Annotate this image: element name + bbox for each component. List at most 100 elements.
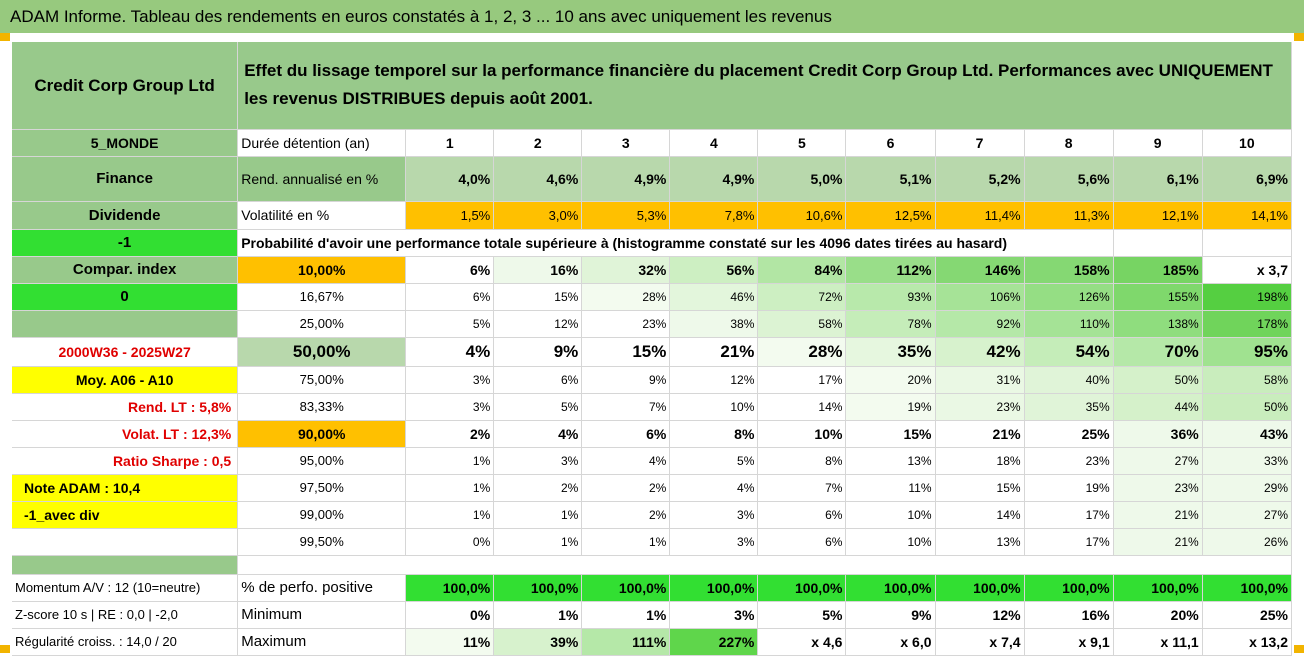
probability-value-cell: 198%: [1202, 283, 1293, 311]
rend-value-cell: 6,9%: [1202, 156, 1293, 202]
probability-value-cell: 28%: [757, 337, 847, 367]
perfo_positive-cell: 100,0%: [405, 573, 495, 602]
spacer-cell: [12, 555, 239, 575]
probability-value-cell: 1%: [405, 501, 495, 529]
probability-value-cell: 155%: [1113, 283, 1203, 311]
probability-value-cell: 84%: [757, 256, 847, 284]
probability-value-cell: 17%: [1024, 501, 1114, 529]
volat-value-cell: 1,5%: [405, 201, 495, 230]
probability-value-cell: 8%: [757, 447, 847, 475]
probability-value-cell: 36%: [1113, 420, 1203, 448]
probability-value-cell: 35%: [1024, 393, 1114, 421]
rend-value-cell: 4,0%: [405, 156, 495, 202]
empty-cell: [1113, 229, 1203, 257]
rend-value-cell: 5,1%: [845, 156, 936, 202]
maximum-cell: 227%: [669, 627, 759, 656]
probability-value-cell: 54%: [1024, 337, 1114, 367]
regularite-cell: Régularité croiss. : 14,0 / 20: [12, 627, 239, 656]
volat-value-cell: 7,8%: [669, 201, 759, 230]
corner-mark-top-left: [0, 33, 10, 41]
probability-value-cell: 50%: [1113, 366, 1203, 394]
dividend-cell: Dividende: [12, 201, 239, 230]
probability-value-cell: 9%: [581, 366, 671, 394]
probability-value-cell: 3%: [669, 501, 759, 529]
probability-value-cell: 38%: [669, 310, 759, 338]
threshold-cell: 16,67%: [237, 283, 407, 311]
spacer-cell: [237, 555, 1292, 575]
probability-value-cell: 12%: [493, 310, 583, 338]
probability-value-cell: 4%: [493, 420, 583, 448]
year-header-cell: 10: [1202, 129, 1293, 157]
probability-value-cell: 31%: [935, 366, 1025, 394]
year-header-cell: 4: [669, 129, 759, 157]
rend-lt-cell: Rend. LT : 5,8%: [12, 393, 239, 421]
volat-value-cell: 14,1%: [1202, 201, 1293, 230]
probability-value-cell: 32%: [581, 256, 671, 284]
probability-value-cell: 4%: [405, 337, 495, 367]
volat-value-cell: 11,3%: [1024, 201, 1114, 230]
probability-value-cell: 50%: [1202, 393, 1293, 421]
probability-value-cell: 15%: [581, 337, 671, 367]
probability-value-cell: 43%: [1202, 420, 1293, 448]
probability-value-cell: 5%: [405, 310, 495, 338]
threshold-cell: 50,00%: [237, 337, 407, 367]
maximum-cell: x 7,4: [935, 627, 1025, 656]
probability-value-cell: 9%: [493, 337, 583, 367]
avec-div-cell: -1_avec div: [12, 501, 239, 529]
probability-value-cell: 6%: [757, 501, 847, 529]
report-title: ADAM Informe. Tableau des rendements en …: [10, 7, 832, 26]
probability-value-cell: 28%: [581, 283, 671, 311]
report-title-banner: ADAM Informe. Tableau des rendements en …: [0, 0, 1304, 33]
probability-value-cell: 158%: [1024, 256, 1114, 284]
probability-value-cell: 93%: [845, 283, 936, 311]
note-adam-cell: Note ADAM : 10,4: [12, 474, 239, 502]
probability-value-cell: 23%: [1024, 447, 1114, 475]
minimum-cell: 20%: [1113, 600, 1203, 629]
volat-value-cell: 12,5%: [845, 201, 936, 230]
probability-value-cell: x 3,7: [1202, 256, 1293, 284]
probability-value-cell: 21%: [669, 337, 759, 367]
flag-cell: -1: [12, 229, 239, 257]
probability-value-cell: 21%: [935, 420, 1025, 448]
probability-value-cell: 13%: [935, 528, 1025, 556]
probability-value-cell: 10%: [845, 501, 936, 529]
probability-value-cell: 3%: [493, 447, 583, 475]
probability-value-cell: 29%: [1202, 474, 1293, 502]
probability-value-cell: 2%: [405, 420, 495, 448]
maximum-cell: x 4,6: [757, 627, 847, 656]
maximum-cell: x 6,0: [845, 627, 936, 656]
minimum-cell: 16%: [1024, 600, 1114, 629]
probability-value-cell: 10%: [757, 420, 847, 448]
probability-value-cell: 8%: [669, 420, 759, 448]
probability-value-cell: 56%: [669, 256, 759, 284]
probability-value-cell: 23%: [935, 393, 1025, 421]
volat-label: Volatilité en %: [237, 201, 407, 230]
probability-value-cell: 126%: [1024, 283, 1114, 311]
threshold-cell: 90,00%: [237, 420, 407, 448]
probability-value-cell: 40%: [1024, 366, 1114, 394]
perfo_positive-cell: 100,0%: [669, 573, 759, 602]
maximum-cell: x 13,2: [1202, 627, 1293, 656]
corner-mark-top-right: [1294, 33, 1304, 41]
probability-value-cell: 14%: [935, 501, 1025, 529]
threshold-cell: 25,00%: [237, 310, 407, 338]
rend-value-cell: 4,9%: [581, 156, 671, 202]
probability-value-cell: 185%: [1113, 256, 1203, 284]
probability-value-cell: 10%: [845, 528, 936, 556]
maximum-cell: x 9,1: [1024, 627, 1114, 656]
volat-value-cell: 12,1%: [1113, 201, 1203, 230]
year-header-cell: 6: [845, 129, 936, 157]
probability-value-cell: 6%: [581, 420, 671, 448]
perfo_positive-cell: 100,0%: [845, 573, 936, 602]
year-header-cell: 2: [493, 129, 583, 157]
year-header-cell: 1: [405, 129, 495, 157]
probability-value-cell: 1%: [493, 501, 583, 529]
probability-value-cell: 25%: [1024, 420, 1114, 448]
year-header-cell: 3: [581, 129, 671, 157]
perfo_positive-cell: 100,0%: [935, 573, 1025, 602]
corner-mark-bottom-left: [0, 645, 10, 653]
threshold-cell: 99,50%: [237, 528, 407, 556]
probability-value-cell: 15%: [845, 420, 936, 448]
volat-value-cell: 3,0%: [493, 201, 583, 230]
minimum-cell: 5%: [757, 600, 847, 629]
